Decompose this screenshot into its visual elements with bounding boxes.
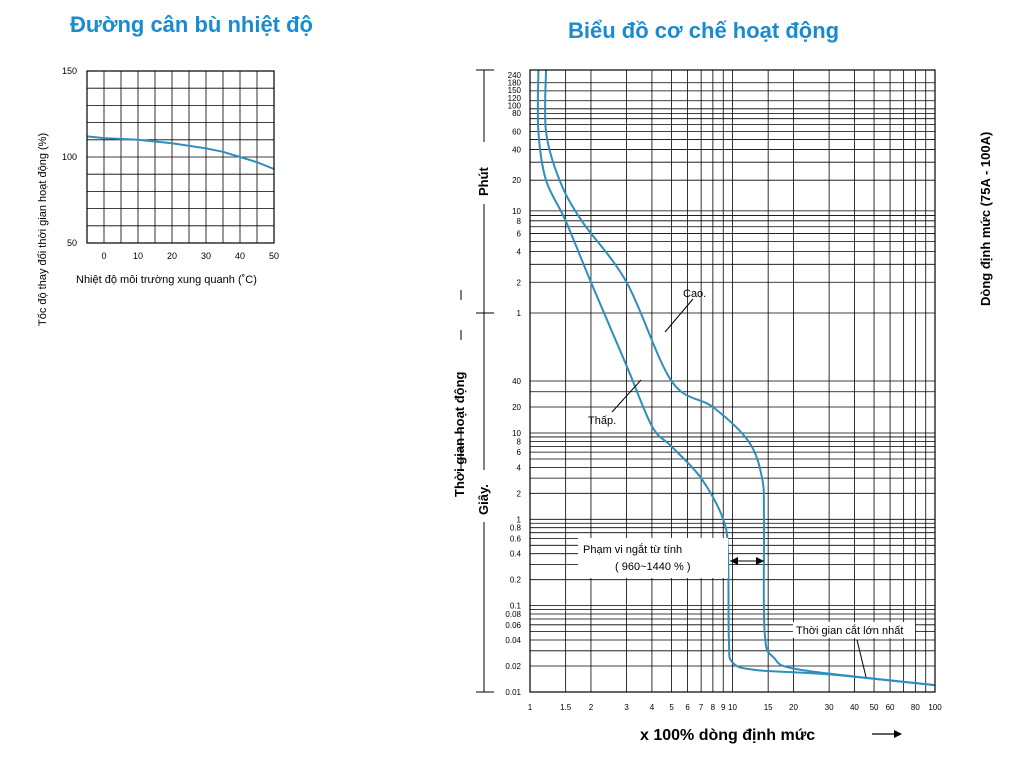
y-tick-label-seconds: 20 <box>512 403 521 412</box>
y-tick-label-minutes: 6 <box>517 230 522 239</box>
magnetic-range-label: Phạm vi ngắt từ tính <box>583 543 682 556</box>
annotation-high-pointer <box>664 298 694 333</box>
x-tick-label: 5 <box>669 703 674 712</box>
y-tick-label: 150 <box>62 66 77 76</box>
x-tick-label: 20 <box>789 703 798 712</box>
max-cut-pointer <box>856 639 867 678</box>
y-tick-label-seconds: 40 <box>512 377 521 386</box>
temp-compensation-title: Đường cân bù nhiệt độ <box>70 12 313 37</box>
y-tick-label-seconds: 10 <box>512 429 521 438</box>
x-tick-label: 40 <box>850 703 859 712</box>
minutes-text: Phút <box>476 166 491 196</box>
y-tick-label-minutes: 240 <box>508 71 522 80</box>
y-tick-label-minutes: 10 <box>512 207 521 216</box>
y-tick-label-seconds: 6 <box>517 448 522 457</box>
magnetic-range-box: Phạm vi ngắt từ tính ( 960~1440 % ) <box>578 538 764 578</box>
operating-tick-labels: 1 1.5 2 3 4 5 6 7 8 9 10 15 20 30 40 50 60 80 100240180150… <box>505 71 942 712</box>
x-tick-label: 100 <box>928 703 942 712</box>
y-tick-label-seconds: 8 <box>517 437 522 446</box>
y-tick-label-minutes: 150 <box>508 86 522 95</box>
y-tick-label-minutes: 20 <box>512 176 521 185</box>
x-tick-label: 10 <box>133 251 143 261</box>
x-tick-label: 3 <box>624 703 629 712</box>
operating-characteristics-title: Biểu đồ cơ chế hoạt động <box>568 18 840 43</box>
y-tick-label-minutes: 2 <box>517 278 522 287</box>
y-tick-label-seconds: 0.1 <box>510 602 522 611</box>
x-tick-label: 50 <box>269 251 279 261</box>
x-tick-label: 8 <box>711 703 716 712</box>
rated-current-label: Dòng định mức (75A - 100A) <box>978 132 993 306</box>
x-tick-label: 6 <box>685 703 690 712</box>
x-tick-label: 80 <box>911 703 920 712</box>
seconds-text: Giây. <box>476 484 491 515</box>
time-axis-text: Thời gian hoạt động <box>452 371 467 497</box>
y-tick-label-minutes: 60 <box>512 127 521 136</box>
y-tick-label-seconds: 0.04 <box>505 636 521 645</box>
annotation-low: Thấp. <box>588 415 616 427</box>
temperature-grid <box>87 71 275 243</box>
operating-x-axis-label: x 100% dòng định mức <box>640 727 815 744</box>
y-tick-label-seconds: 0.8 <box>510 524 522 533</box>
y-tick-label-seconds: 0.4 <box>510 550 522 559</box>
time-axis-label: Thời gian hoạt động <box>452 290 467 497</box>
y-tick-label-seconds: 4 <box>517 463 522 472</box>
x-tick-label: 10 <box>728 703 737 712</box>
minutes-label: Phút <box>472 142 496 204</box>
y-tick-label-seconds: 0.2 <box>510 576 522 585</box>
y-tick-label-minutes: 1 <box>517 309 522 318</box>
x-tick-label: 30 <box>201 251 211 261</box>
x-tick-label: 60 <box>886 703 895 712</box>
y-tick-label-minutes: 120 <box>508 94 522 103</box>
temperature-frame <box>86 70 275 244</box>
x-tick-label: 15 <box>764 703 773 712</box>
curve-high <box>544 69 936 687</box>
y-tick-label-seconds: 0.06 <box>505 621 521 630</box>
y-tick-label-minutes: 8 <box>517 217 522 226</box>
operating-chart: 1 1.5 2 3 4 5 6 7 8 9 10 15 20 30 40 50 60 80 100240180150… <box>452 69 993 744</box>
annotation-low-pointer <box>611 379 642 413</box>
y-tick-label-seconds: 0.6 <box>510 534 522 543</box>
x-tick-label: 9 <box>721 703 726 712</box>
x-tick-label: 0 <box>101 251 106 261</box>
x-axis-arrow <box>872 730 902 738</box>
x-tick-label: 1.5 <box>560 703 572 712</box>
operating-grid <box>529 69 936 693</box>
x-tick-label: 30 <box>825 703 834 712</box>
temperature-tick-labels: 0 10 20 30 40 50 50 100 150 <box>62 66 279 261</box>
y-tick-label-seconds: 0.01 <box>505 688 521 697</box>
y-tick-label-seconds: 0.08 <box>505 610 521 619</box>
x-tick-label: 1 <box>528 703 533 712</box>
x-tick-label: 2 <box>589 703 594 712</box>
x-tick-label: 20 <box>167 251 177 261</box>
y-tick-label-seconds: 2 <box>517 489 522 498</box>
temperature-chart: 0 10 20 30 40 50 50 100 150 Nhiệt độ môi trường … <box>37 66 279 326</box>
y-tick-label-minutes: 80 <box>512 109 521 118</box>
temperature-x-axis-label: Nhiệt độ môi trường xung quanh (˚C) <box>76 274 257 286</box>
seconds-label: Giây. <box>472 470 496 522</box>
x-tick-label: 50 <box>870 703 879 712</box>
y-tick-label-seconds: 1 <box>517 515 522 524</box>
magnetic-range-value: ( 960~1440 % ) <box>615 561 691 573</box>
x-tick-label: 7 <box>699 703 704 712</box>
x-tick-label: 4 <box>650 703 655 712</box>
y-tick-label-seconds: 0.02 <box>505 662 521 671</box>
annotation-high: Cao. <box>683 288 706 300</box>
max-cut-label: Thời gian cắt lớn nhất <box>796 624 903 637</box>
y-tick-label: 100 <box>62 152 77 162</box>
temperature-curve <box>86 135 275 170</box>
y-tick-label: 50 <box>67 238 77 248</box>
max-cut-box: Thời gian cắt lớn nhất <box>793 622 915 678</box>
y-tick-label-minutes: 100 <box>508 101 522 110</box>
x-tick-label: 40 <box>235 251 245 261</box>
y-tick-label-minutes: 180 <box>508 79 522 88</box>
y-tick-label-minutes: 4 <box>517 248 522 257</box>
operating-frame <box>529 69 936 693</box>
y-tick-label-minutes: 40 <box>512 145 521 154</box>
temperature-y-axis-label: Tốc độ thay đổi thời gian hoạt động (%) <box>37 133 49 326</box>
curve-low <box>536 69 936 687</box>
